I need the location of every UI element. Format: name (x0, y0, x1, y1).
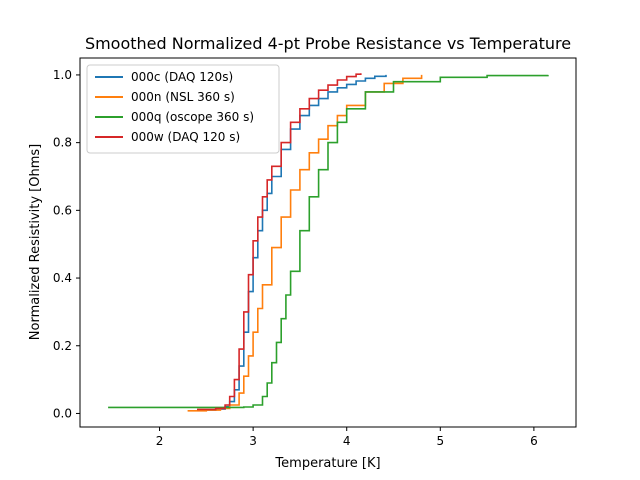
legend: 000c (DAQ 120s) 000n (NSL 360 s) 000q (osc… (86, 64, 280, 154)
legend-label: 000c (DAQ 120s) (131, 70, 233, 84)
series-line-3 (197, 73, 362, 411)
y-tick-label: 1.0 (53, 68, 72, 82)
y-tick-label: 0.6 (53, 203, 72, 217)
series-layer (108, 73, 549, 412)
x-tick-label: 2 (156, 434, 164, 448)
y-axis-label: Normalized Resistivity [Ohms] (28, 144, 43, 340)
axes-frame (79, 57, 577, 428)
y-tick-label: 0.4 (53, 271, 72, 285)
legend-label: 000q (oscope 360 s) (131, 110, 254, 124)
y-tick-label: 0.8 (53, 136, 72, 150)
series-line-1 (187, 74, 423, 412)
legend-label: 000n (NSL 360 s) (131, 90, 235, 104)
y-tick-label: 0.0 (53, 406, 72, 420)
legend-label: 000w (DAQ 120 s) (131, 130, 240, 144)
y-axis: 0.0 0.2 0.4 0.6 0.8 1.0 (53, 68, 80, 420)
x-axis: 2 3 4 5 6 (156, 427, 538, 448)
legend-box (86, 64, 280, 154)
x-tick-label: 6 (530, 434, 538, 448)
y-tick-label: 0.2 (53, 339, 72, 353)
x-tick-label: 3 (249, 434, 257, 448)
x-axis-label: Temperature [K] (274, 456, 380, 471)
chart-title: Smoothed Normalized 4-pt Probe Resistanc… (85, 34, 571, 53)
x-tick-label: 5 (436, 434, 444, 448)
series-line-2 (108, 74, 549, 409)
x-tick-label: 4 (343, 434, 351, 448)
